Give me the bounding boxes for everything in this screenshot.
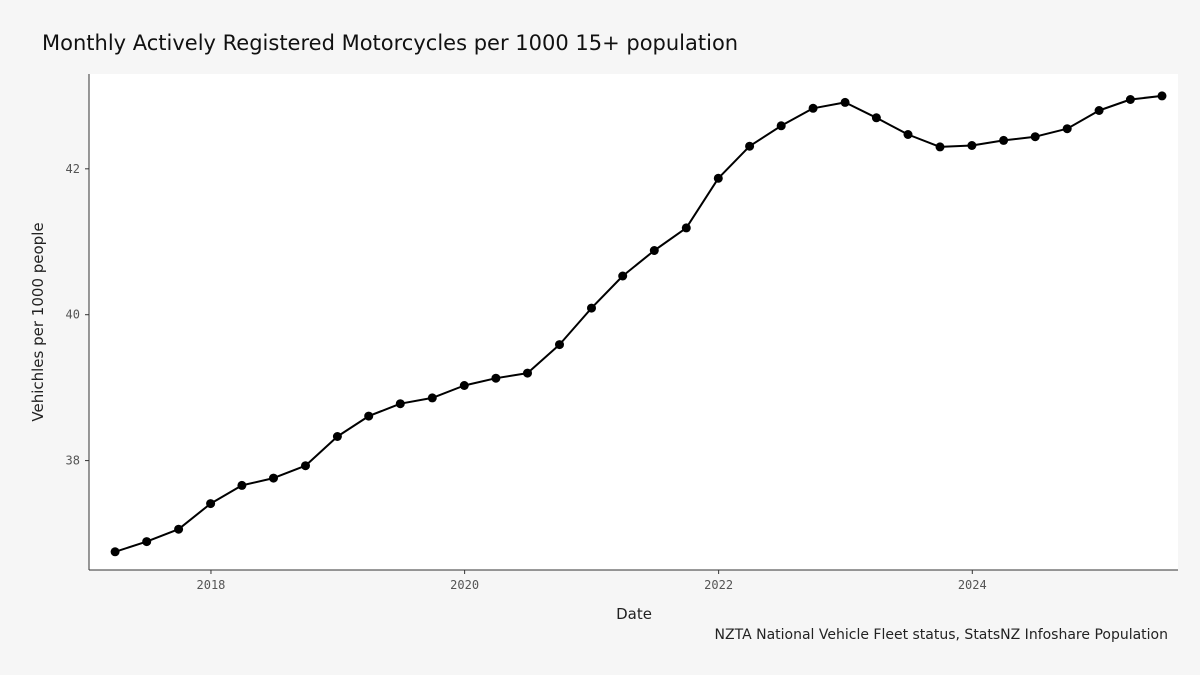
data-point [649, 246, 659, 255]
x-tick-label: 2020 [450, 578, 479, 592]
x-tick-label: 2018 [197, 578, 226, 592]
data-point [395, 399, 405, 409]
series-layer [110, 91, 1167, 557]
y-tick-label: 42 [66, 162, 80, 176]
data-point [301, 461, 310, 471]
y-axis-ticks: 38 40 42 [66, 162, 89, 468]
data-point [967, 141, 977, 150]
data-point [1125, 95, 1135, 104]
data-point [808, 103, 818, 113]
x-axis-label: Date [616, 605, 652, 623]
y-tick-label: 38 [66, 454, 80, 468]
y-axis-label: Vehichles per 1000 people [29, 222, 47, 422]
data-point [776, 121, 786, 131]
data-point [745, 141, 755, 151]
data-point [459, 381, 469, 390]
data-point [681, 223, 691, 233]
data-point [840, 97, 850, 107]
data-point [935, 142, 945, 152]
data-point [110, 547, 120, 557]
data-point [142, 537, 152, 547]
series-line [114, 94, 1163, 553]
data-point [1030, 132, 1040, 142]
data-point [237, 480, 247, 490]
data-point [523, 368, 532, 378]
data-point [871, 113, 881, 123]
data-point [903, 130, 913, 139]
data-point [269, 473, 278, 483]
data-point [206, 499, 216, 509]
data-point [1094, 106, 1104, 115]
data-point [1157, 91, 1167, 101]
data-point [491, 373, 501, 383]
data-point [555, 340, 564, 350]
data-point [174, 524, 184, 534]
data-point [999, 135, 1009, 145]
data-point [713, 173, 723, 183]
data-point [1062, 124, 1072, 134]
data-point [587, 303, 596, 313]
data-point [427, 393, 437, 403]
chart-caption: NZTA National Vehicle Fleet status, Stat… [714, 627, 1168, 643]
data-point [364, 411, 374, 421]
data-point [332, 432, 342, 441]
x-tick-label: 2022 [704, 578, 733, 592]
x-tick-label: 2024 [958, 578, 987, 592]
x-axis-ticks: 2018 2020 2022 2024 [197, 570, 987, 592]
y-tick-label: 40 [66, 308, 80, 322]
plot-panel [89, 74, 1178, 570]
data-point [618, 271, 628, 281]
chart-title: Monthly Actively Registered Motorcycles … [42, 31, 739, 55]
